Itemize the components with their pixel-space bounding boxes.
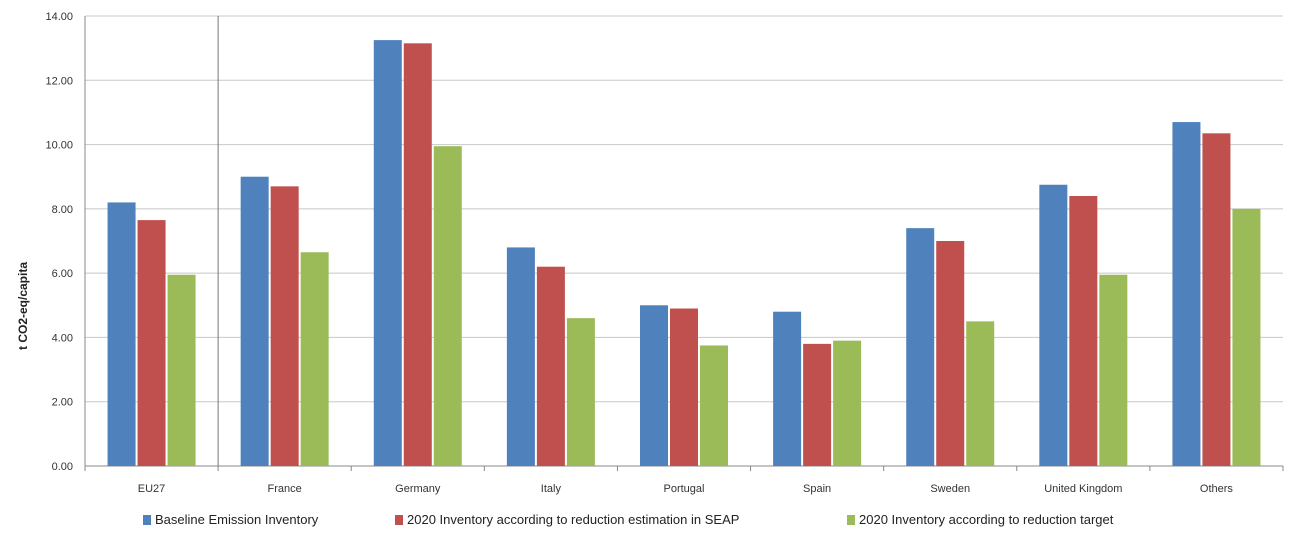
bar — [137, 220, 166, 466]
bar — [373, 40, 402, 466]
bar — [403, 43, 432, 466]
legend-swatch — [847, 515, 855, 525]
x-tick-label: Others — [1200, 483, 1234, 495]
y-tick-label: 6.00 — [52, 268, 73, 280]
bar — [167, 274, 196, 466]
bar — [640, 305, 668, 466]
y-tick-labels: 0.00 2.00 4.00 6.00 8.00 10.00 12.00 14.00 — [45, 11, 73, 473]
x-tick-label: United Kingdom — [1044, 483, 1122, 495]
legend-label: 2020 Inventory according to reduction es… — [407, 512, 739, 527]
legend: Baseline Emission Inventory 2020 Inventor… — [143, 512, 1114, 527]
x-tick-label: Sweden — [930, 483, 970, 495]
x-tick-label: Spain — [803, 483, 831, 495]
bar — [270, 186, 299, 466]
bar — [936, 241, 965, 466]
bar — [300, 252, 329, 466]
bar — [833, 340, 862, 466]
bar — [506, 247, 535, 466]
bar — [1099, 274, 1128, 466]
bar — [240, 176, 269, 466]
bar — [107, 202, 136, 466]
y-tick-label: 2.00 — [52, 397, 73, 409]
bar — [803, 343, 832, 466]
category-labels: EU27 France Germany Italy Portugal Spain Swede… — [138, 483, 1234, 495]
legend-swatch — [395, 515, 403, 525]
legend-label: 2020 Inventory according to reduction ta… — [859, 512, 1114, 527]
y-axis-label: t CO2-eq/capita — [16, 262, 30, 350]
bar — [1172, 122, 1201, 467]
bar — [536, 266, 565, 466]
bar — [1069, 196, 1098, 466]
y-tick-label: 0.00 — [52, 461, 73, 473]
bar — [773, 311, 802, 466]
x-tick-label: France — [268, 483, 302, 495]
y-tick-label: 12.00 — [45, 75, 73, 87]
bar — [1232, 208, 1261, 466]
x-tick-label: Portugal — [664, 483, 705, 495]
y-tick-label: 10.00 — [45, 140, 73, 152]
bar — [433, 146, 462, 466]
bar — [906, 228, 935, 466]
x-tick-label: Germany — [395, 483, 441, 495]
bar — [566, 318, 595, 466]
bar — [966, 321, 995, 466]
x-tick-label: EU27 — [138, 483, 166, 495]
bars — [107, 40, 1261, 467]
legend-swatch — [143, 515, 151, 525]
y-tick-label: 8.00 — [52, 204, 73, 216]
bar — [670, 308, 698, 466]
y-tick-label: 4.00 — [52, 332, 73, 344]
legend-label: Baseline Emission Inventory — [155, 512, 319, 527]
bar — [1202, 133, 1231, 467]
bar — [700, 345, 728, 466]
y-tick-label: 14.00 — [45, 11, 73, 23]
x-tick-label: Italy — [541, 483, 562, 495]
bar — [1039, 184, 1068, 466]
